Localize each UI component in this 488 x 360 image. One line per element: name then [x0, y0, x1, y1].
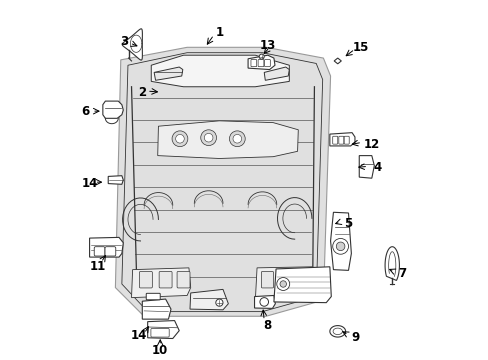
Text: 1: 1 — [215, 27, 223, 40]
Circle shape — [260, 298, 268, 306]
Text: 14: 14 — [81, 177, 98, 190]
Polygon shape — [151, 55, 289, 87]
Text: 4: 4 — [372, 161, 381, 174]
Polygon shape — [264, 67, 289, 80]
Polygon shape — [384, 247, 399, 280]
Text: 8: 8 — [263, 319, 271, 332]
Circle shape — [332, 238, 348, 254]
FancyBboxPatch shape — [332, 136, 337, 144]
Text: 9: 9 — [351, 331, 359, 344]
Text: 6: 6 — [81, 105, 89, 118]
FancyBboxPatch shape — [297, 271, 309, 288]
Circle shape — [204, 134, 212, 142]
Polygon shape — [329, 133, 354, 146]
Polygon shape — [247, 55, 274, 69]
Polygon shape — [115, 47, 330, 316]
Polygon shape — [142, 299, 171, 319]
Text: 5: 5 — [344, 216, 352, 230]
FancyBboxPatch shape — [250, 59, 256, 67]
Circle shape — [172, 131, 187, 147]
Circle shape — [259, 54, 264, 59]
FancyBboxPatch shape — [258, 59, 264, 67]
Circle shape — [201, 130, 216, 145]
Circle shape — [229, 131, 244, 147]
Polygon shape — [329, 325, 345, 337]
FancyBboxPatch shape — [151, 328, 169, 337]
Text: 14: 14 — [130, 329, 146, 342]
Text: 13: 13 — [259, 39, 275, 52]
Circle shape — [336, 242, 344, 251]
Polygon shape — [122, 29, 142, 60]
FancyBboxPatch shape — [159, 271, 172, 288]
FancyBboxPatch shape — [264, 59, 270, 67]
FancyBboxPatch shape — [261, 271, 273, 288]
Text: 2: 2 — [138, 86, 146, 99]
Circle shape — [233, 134, 241, 143]
FancyBboxPatch shape — [105, 247, 116, 256]
Text: 12: 12 — [363, 138, 379, 150]
Polygon shape — [154, 67, 183, 80]
Polygon shape — [330, 212, 351, 270]
FancyBboxPatch shape — [139, 271, 152, 288]
Text: 7: 7 — [397, 267, 406, 280]
Polygon shape — [108, 176, 123, 184]
FancyBboxPatch shape — [338, 136, 343, 144]
FancyBboxPatch shape — [279, 271, 291, 288]
Circle shape — [280, 281, 286, 287]
Polygon shape — [359, 156, 373, 178]
Polygon shape — [273, 267, 330, 303]
Polygon shape — [158, 121, 298, 158]
Text: 11: 11 — [89, 260, 105, 273]
Text: 3: 3 — [120, 35, 128, 49]
Text: 10: 10 — [152, 344, 168, 357]
Circle shape — [276, 278, 289, 291]
Polygon shape — [102, 101, 123, 118]
FancyBboxPatch shape — [177, 271, 190, 288]
Circle shape — [175, 134, 184, 143]
FancyBboxPatch shape — [344, 136, 348, 144]
FancyBboxPatch shape — [146, 293, 160, 300]
Circle shape — [215, 299, 223, 306]
Text: 15: 15 — [352, 41, 368, 54]
Polygon shape — [333, 58, 341, 64]
Polygon shape — [255, 267, 313, 302]
Polygon shape — [131, 268, 190, 298]
Polygon shape — [254, 296, 275, 309]
FancyBboxPatch shape — [94, 247, 105, 256]
Polygon shape — [89, 237, 123, 257]
Polygon shape — [190, 289, 228, 310]
Polygon shape — [147, 320, 179, 338]
